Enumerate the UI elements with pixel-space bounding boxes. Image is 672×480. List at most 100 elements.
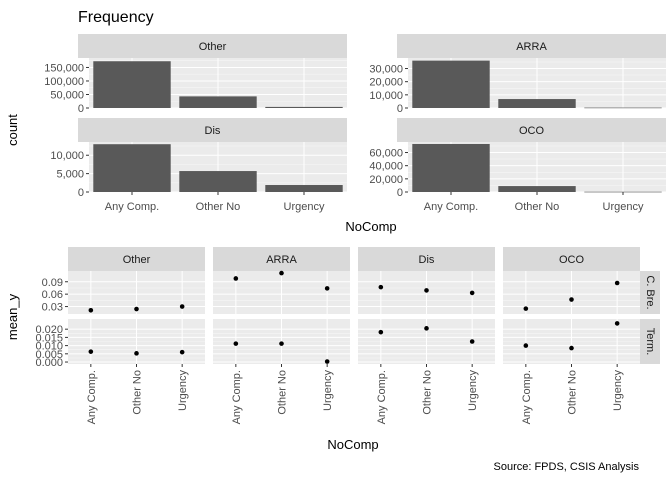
x-tick-label: Urgency (612, 370, 624, 411)
y-tick-label: 0.015 (35, 332, 63, 344)
data-point (569, 345, 574, 351)
x-tick-label: Urgency (284, 201, 325, 213)
facet-strip-label: Dis (419, 254, 435, 266)
bottom-y-axis-title: mean_y (5, 293, 20, 340)
data-point (523, 343, 529, 348)
x-tick-label: Any Comp. (376, 370, 388, 424)
top-y-axis-title: count (5, 114, 20, 146)
facet-strip (397, 34, 666, 58)
data-point (523, 306, 529, 311)
x-tick-label: Any Comp. (105, 201, 159, 213)
facet-strip-label: Dis (205, 125, 221, 137)
facet-strip-label: ARRA (516, 41, 547, 53)
facet-strip-row (640, 319, 660, 364)
facet-strip (68, 247, 205, 271)
x-tick-label: Other No (132, 370, 144, 415)
data-point (233, 341, 239, 346)
data-point (469, 290, 475, 296)
bar (93, 61, 171, 108)
facet-strip (78, 34, 347, 58)
data-point (179, 304, 185, 309)
bar (412, 143, 490, 192)
y-tick-label: 0.020 (35, 324, 63, 336)
facet-strip-label: OCO (559, 254, 585, 266)
data-point (614, 321, 620, 326)
facet-strip (503, 247, 640, 271)
source-caption: Source: FPDS, CSIS Analysis (494, 461, 640, 473)
y-tick-label: 0.09 (42, 277, 63, 289)
data-point (424, 326, 429, 331)
facet-strip-row-label: C. Bre. (644, 275, 656, 309)
facet-strip-label: OCO (519, 125, 545, 137)
bar (179, 171, 257, 192)
data-point (569, 297, 574, 302)
y-tick-label: 0.005 (35, 349, 63, 361)
y-tick-label: 0.03 (42, 302, 63, 314)
bottom-chart: Other ARRA Dis OCO C. Bre. 0.030.060.09 Term. 0… (35, 247, 660, 424)
x-tick-label: Urgency (467, 370, 479, 411)
bar (265, 106, 343, 108)
data-point (378, 329, 384, 335)
x-tick-label: Any Comp. (86, 370, 98, 424)
x-tick-label: Other No (567, 370, 579, 415)
y-tick-label: 0 (397, 103, 403, 115)
y-tick-label: 5,000 (56, 169, 84, 181)
data-point (324, 359, 330, 364)
y-tick-label: 20,000 (369, 174, 403, 186)
facet-strip (213, 247, 350, 271)
y-tick-label: 100,000 (44, 76, 84, 88)
facet-strip-label: Other (123, 254, 151, 266)
bar (412, 60, 490, 108)
facet-strip (397, 118, 666, 142)
data-point (134, 306, 139, 312)
facet-strip-row-label: Term. (644, 328, 656, 356)
bar (93, 144, 171, 192)
data-point (324, 286, 330, 291)
data-point (614, 280, 620, 286)
x-tick-label: Other No (196, 201, 241, 213)
y-tick-label: 0.000 (35, 357, 63, 369)
top-chart-title: Frequency (78, 9, 154, 26)
x-tick-label: Other No (277, 370, 289, 415)
bar (265, 185, 343, 192)
data-point (279, 341, 284, 346)
x-tick-label: Any Comp. (424, 201, 478, 213)
bottom-x-axis-title: NoComp (327, 437, 378, 452)
y-tick-label: 0 (78, 103, 84, 115)
data-point (469, 339, 475, 344)
facet-strip-label: ARRA (266, 254, 297, 266)
x-tick-label: Urgency (177, 370, 189, 411)
bar (498, 186, 576, 192)
y-tick-label: 0 (78, 187, 84, 199)
data-point (88, 349, 94, 354)
y-tick-label: 0.010 (35, 341, 63, 353)
facet-strip-row (640, 271, 660, 314)
x-tick-label: Any Comp. (231, 370, 243, 424)
y-tick-label: 10,000 (50, 150, 84, 162)
top-x-axis-title: NoComp (345, 219, 396, 234)
data-point (424, 288, 429, 293)
y-tick-label: 60,000 (369, 148, 403, 160)
y-tick-label: 0.06 (42, 289, 63, 301)
y-tick-label: 50,000 (50, 89, 84, 101)
data-point (134, 351, 139, 356)
facet-strip-label: Other (199, 41, 227, 53)
y-tick-label: 40,000 (369, 161, 403, 173)
facet-strip (358, 247, 495, 271)
x-tick-label: Urgency (322, 370, 334, 411)
x-tick-label: Other No (422, 370, 434, 415)
x-tick-label: Urgency (603, 201, 644, 213)
y-tick-label: 30,000 (369, 64, 403, 76)
y-tick-label: 0 (397, 187, 403, 199)
x-tick-label: Any Comp. (521, 370, 533, 424)
data-point (88, 307, 94, 313)
data-point (179, 349, 185, 355)
bar (584, 107, 662, 109)
bar (179, 96, 257, 108)
x-tick-label: Other No (515, 201, 560, 213)
y-tick-label: 150,000 (44, 62, 84, 74)
data-point (233, 276, 239, 281)
y-tick-label: 20,000 (369, 77, 403, 89)
